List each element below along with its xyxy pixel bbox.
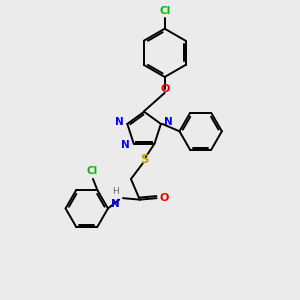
Text: N: N: [115, 118, 124, 128]
Text: H: H: [112, 187, 119, 196]
Text: O: O: [160, 84, 169, 94]
Text: N: N: [111, 199, 120, 209]
Text: N: N: [122, 140, 130, 150]
Text: Cl: Cl: [159, 6, 170, 16]
Text: O: O: [160, 193, 169, 203]
Text: S: S: [140, 153, 148, 167]
Text: Cl: Cl: [86, 166, 98, 176]
Text: N: N: [164, 118, 173, 128]
